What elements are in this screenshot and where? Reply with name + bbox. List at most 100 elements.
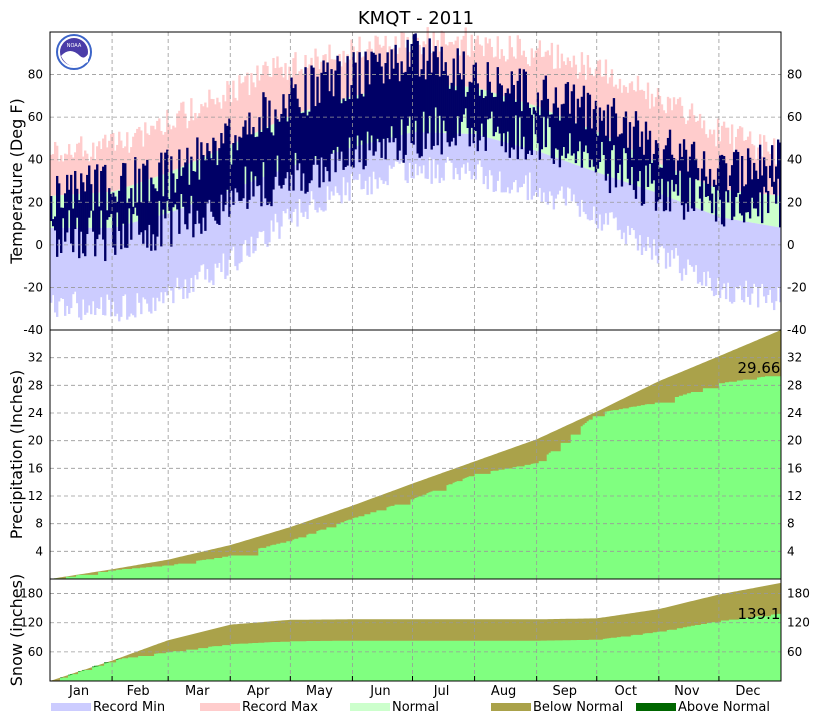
y-tick-label-right: 180 <box>787 587 810 601</box>
observed-temp-bar <box>742 186 746 223</box>
record-min-bar <box>290 166 293 223</box>
record-min-bar <box>266 175 269 247</box>
record-max-bar <box>760 156 764 194</box>
record-max-bar <box>182 101 185 167</box>
record-max-bar <box>230 102 233 145</box>
observed-temp-bar <box>162 196 165 210</box>
record-min-bar <box>132 222 135 316</box>
observed-temp-bar <box>728 175 732 186</box>
record-min-bar <box>54 227 57 313</box>
record-min-bar <box>462 133 465 165</box>
record-min-bar <box>474 134 477 180</box>
observed-temp-bar <box>482 98 485 137</box>
record-min-bar <box>236 187 239 271</box>
observed-precip-area <box>50 373 781 579</box>
record-min-bar <box>214 195 217 264</box>
observed-temp-bar <box>624 111 628 154</box>
observed-temp-bar <box>634 111 638 199</box>
record-min-bar <box>496 140 499 181</box>
record-min-bar <box>238 186 241 264</box>
record-max-bar <box>242 82 245 139</box>
observed-temp-bar <box>732 152 736 217</box>
normal-bar <box>54 195 57 228</box>
record-min-bar <box>558 159 562 191</box>
observed-temp-bar <box>758 144 762 193</box>
observed-temp-bar <box>156 191 159 237</box>
record-max-bar <box>302 73 305 112</box>
record-max-bar <box>538 40 542 108</box>
observed-temp-bar <box>76 188 79 218</box>
record-min-bar <box>124 224 127 295</box>
observed-temp-bar <box>556 107 560 150</box>
record-max-bar <box>238 75 241 141</box>
observed-temp-bar <box>240 137 243 201</box>
record-min-bar <box>744 221 748 281</box>
normal-bar <box>768 194 772 226</box>
observed-temp-bar <box>730 165 734 221</box>
observed-temp-bar <box>248 112 251 200</box>
record-min-bar <box>656 193 660 264</box>
observed-temp-bar <box>708 168 712 201</box>
observed-temp-bar <box>754 170 758 209</box>
observed-temp-bar <box>378 53 381 143</box>
observed-temp-bar <box>762 157 766 187</box>
record-max-bar <box>148 134 151 180</box>
record-min-bar <box>572 163 576 195</box>
observed-temp-bar <box>294 84 297 153</box>
observed-temp-bar <box>202 154 205 218</box>
record-max-bar <box>130 147 133 186</box>
observed-temp-bar <box>486 62 489 120</box>
record-min-bar <box>716 216 720 279</box>
normal-bar <box>696 180 700 209</box>
record-min-bar <box>112 227 115 302</box>
observed-temp-bar <box>502 101 505 134</box>
observed-temp-bar <box>174 192 177 205</box>
record-max-bar <box>128 152 131 187</box>
observed-temp-bar <box>646 139 650 187</box>
record-min-bar <box>278 170 281 239</box>
observed-temp-bar <box>426 60 429 134</box>
observed-temp-bar <box>372 52 375 156</box>
record-min-bar <box>586 168 590 220</box>
record-min-bar <box>224 191 227 280</box>
observed-temp-bar <box>388 79 391 143</box>
observed-temp-bar <box>184 162 187 225</box>
above-normal-snow-bar <box>94 665 97 667</box>
observed-temp-bar <box>710 193 714 214</box>
observed-temp-bar <box>694 158 698 180</box>
observed-temp-bar <box>688 156 692 178</box>
normal-bar <box>666 167 670 197</box>
record-min-bar <box>232 188 235 247</box>
record-max-bar <box>684 124 688 176</box>
record-min-bar <box>712 214 716 297</box>
observed-temp-bar <box>652 153 656 181</box>
record-min-bar <box>382 139 385 184</box>
record-max-bar <box>430 53 433 85</box>
observed-temp-bar <box>622 117 626 149</box>
record-max-bar <box>218 102 221 151</box>
y-tick-label-right: 4 <box>787 544 795 558</box>
record-min-bar <box>566 161 570 188</box>
record-max-bar <box>458 55 461 87</box>
record-min-bar <box>720 217 724 290</box>
record-min-bar <box>480 135 483 167</box>
record-max-bar <box>146 133 149 181</box>
observed-temp-bar <box>572 84 576 154</box>
normal-bar <box>718 189 722 218</box>
record-min-bar <box>190 204 193 278</box>
normal-bar <box>674 170 678 201</box>
record-max-bar <box>626 92 630 148</box>
record-min-bar <box>134 221 137 318</box>
observed-temp-bar <box>392 68 395 143</box>
record-min-bar <box>724 218 728 300</box>
observed-temp-bar <box>54 216 57 231</box>
record-min-bar <box>762 224 766 297</box>
record-min-bar <box>84 227 87 315</box>
record-min-bar <box>638 186 642 236</box>
observed-temp-bar <box>150 177 153 251</box>
y-tick-label-left: 60 <box>28 645 43 659</box>
observed-temp-bar <box>96 164 99 240</box>
record-min-bar <box>650 191 654 260</box>
record-min-bar <box>582 167 586 212</box>
record-max-bar <box>280 66 283 120</box>
